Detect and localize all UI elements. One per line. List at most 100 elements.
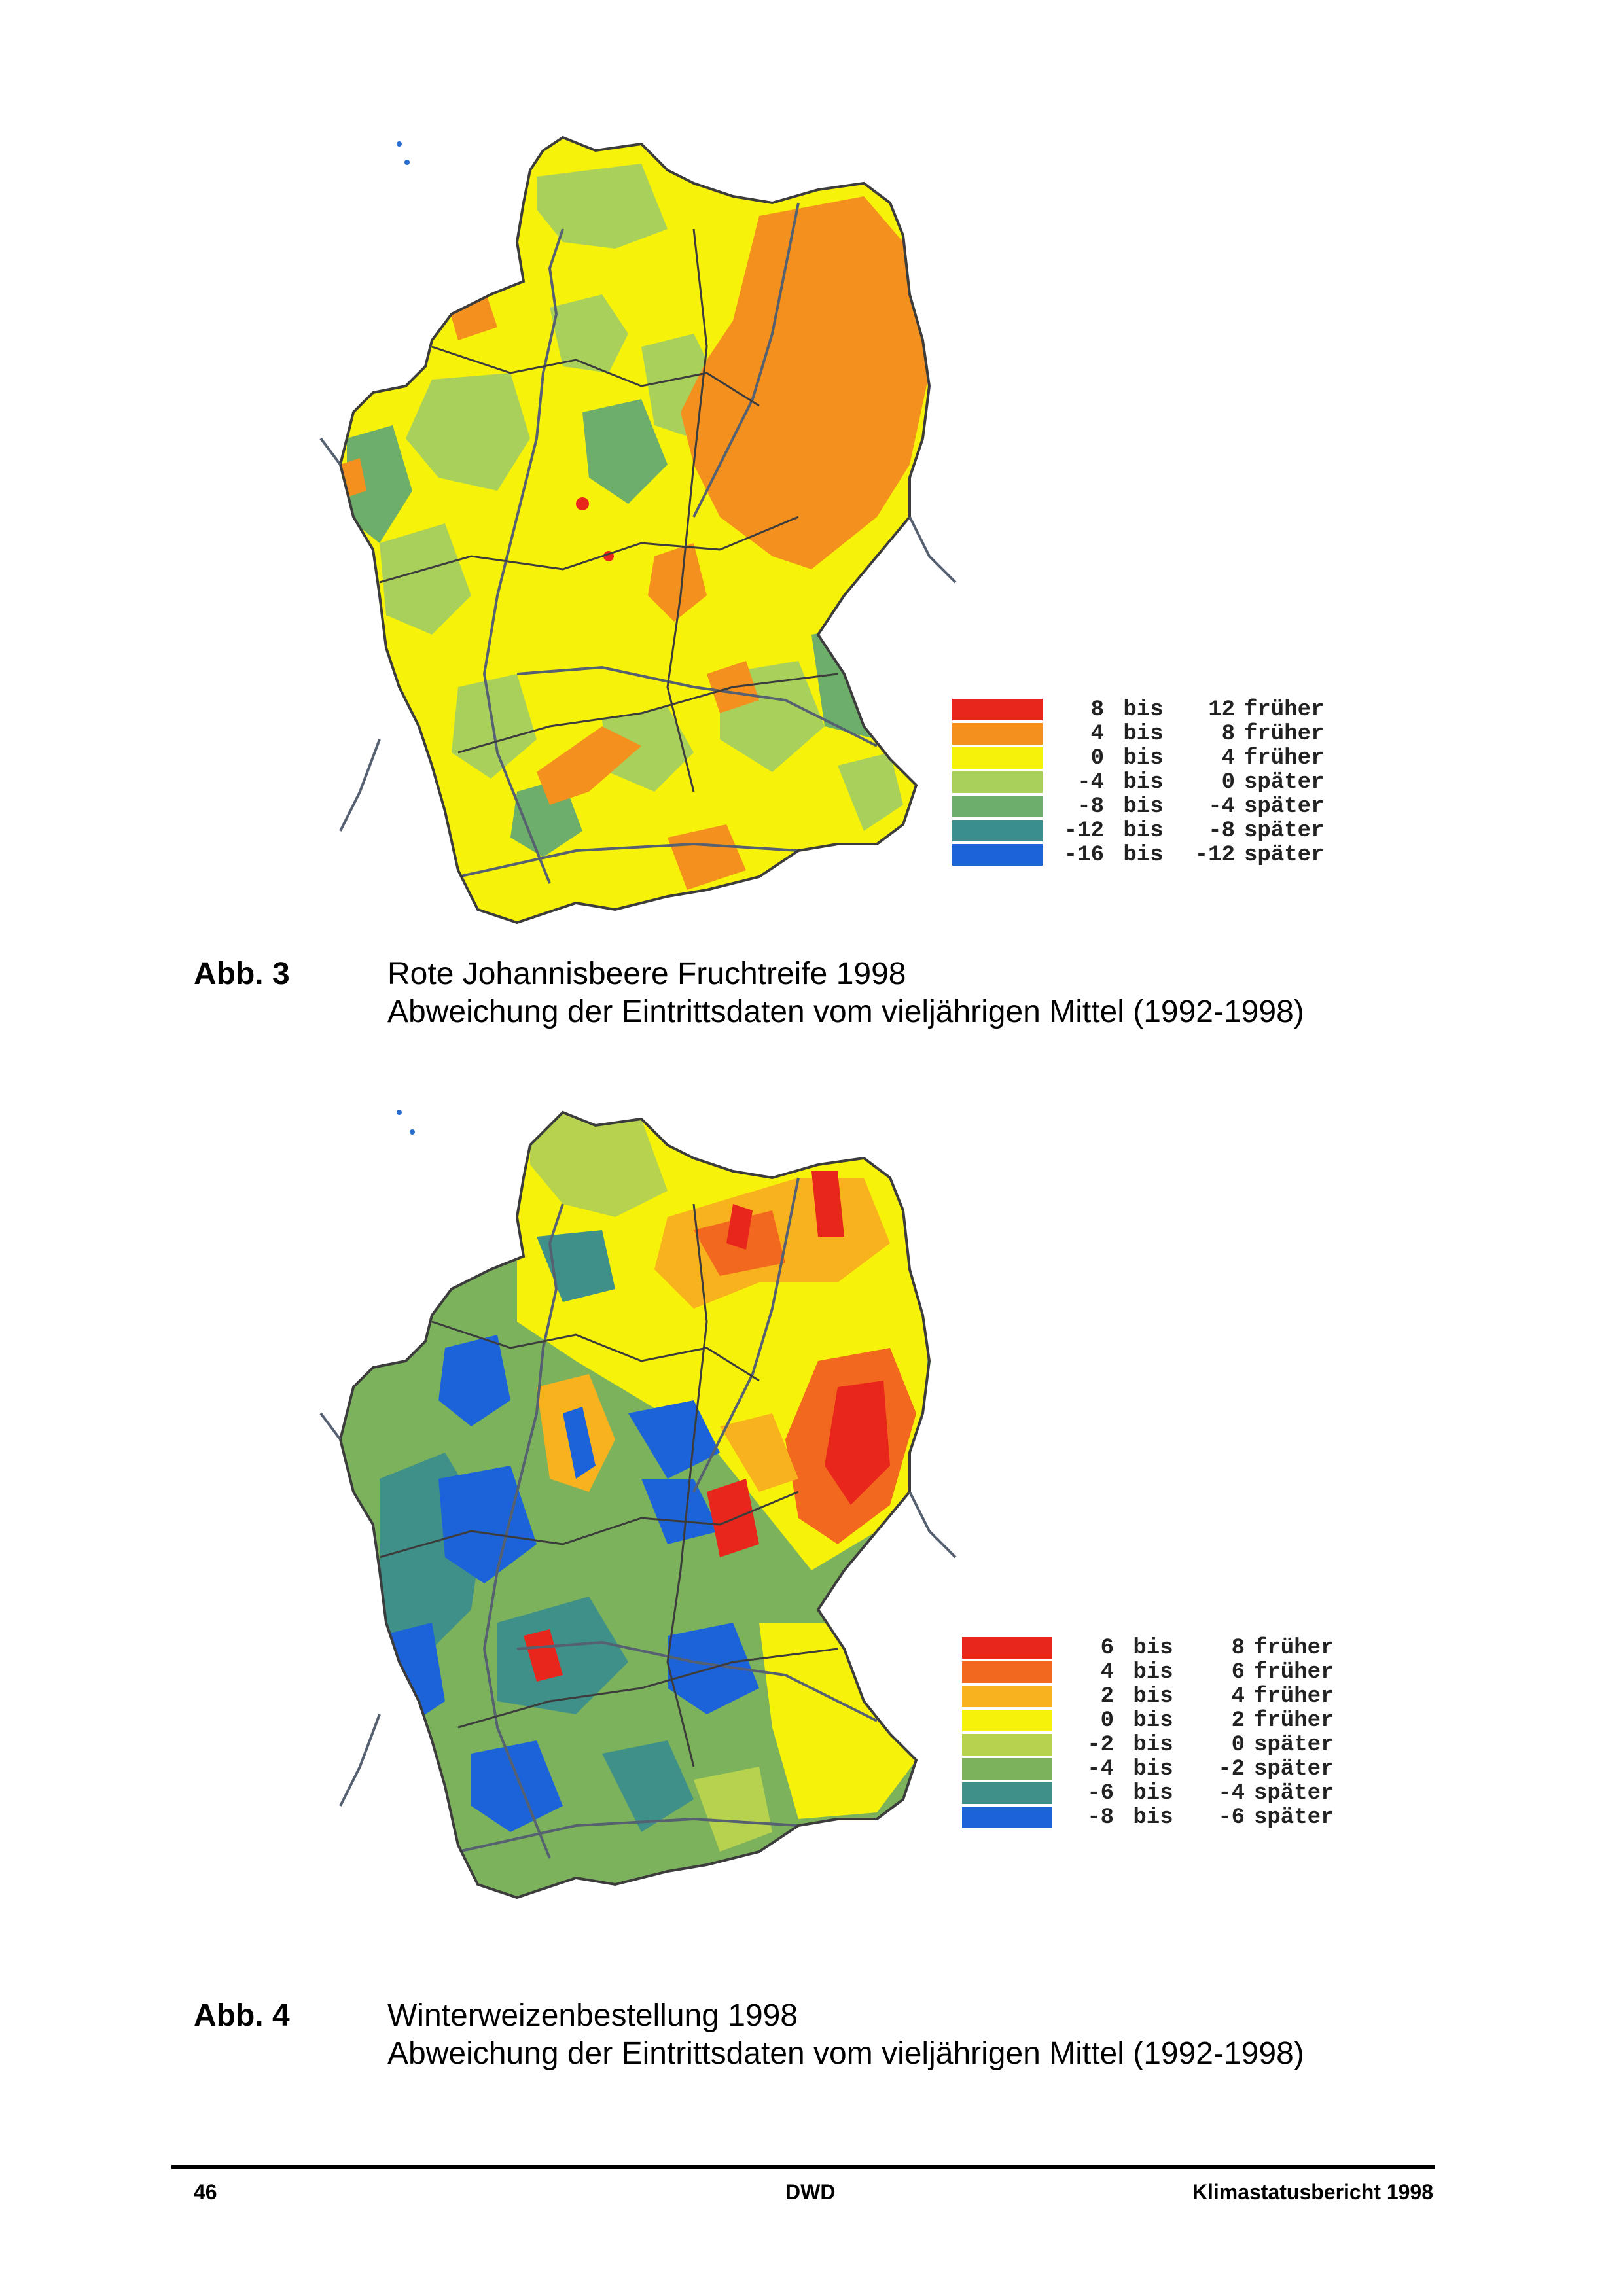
legend-from: -4 [1077, 769, 1104, 795]
zone-cool [602, 1740, 694, 1832]
zone-cooler [641, 1479, 720, 1544]
legend-bis: bis [1133, 1684, 1173, 1709]
legend-bis: bis [1133, 1805, 1173, 1830]
legend-to: 4 [1231, 1684, 1245, 1709]
zone-hot [524, 1629, 563, 1682]
legend-from: 0 [1100, 1708, 1114, 1733]
river-line [908, 516, 957, 584]
country-outline [338, 1110, 931, 1899]
legend-from: 4 [1100, 1659, 1114, 1685]
river-line [319, 1412, 342, 1441]
legend-label: später [1254, 1780, 1334, 1806]
legend-row: -4 bis -2 später [962, 1756, 1334, 1782]
legend-row: -16 bis -12 später [952, 842, 1325, 868]
state-border [431, 345, 760, 407]
legend-row: -12 bis -8 später [952, 819, 1324, 843]
river-line [482, 228, 564, 884]
legend-row: -4 bis 0 später [952, 769, 1324, 795]
legend-row: -2 bis 0 später [962, 1733, 1334, 1757]
legend-from: -8 [1077, 794, 1104, 819]
legend-bis: bis [1133, 1708, 1173, 1733]
island-mark [397, 1110, 402, 1115]
legend-row: 0 bis 2 früher [962, 1708, 1334, 1733]
legend-label: früher [1254, 1708, 1334, 1733]
legend-label: früher [1244, 697, 1325, 722]
zone-cool [550, 294, 628, 373]
zone-cool [406, 373, 530, 491]
legend-from: 0 [1090, 745, 1104, 771]
figure-caption-text: Rote Johannisbeere Fruchtreife 1998 Abwe… [387, 955, 1435, 1031]
legend-swatch [962, 1782, 1052, 1804]
zone-hot [726, 1204, 753, 1250]
island-mark [397, 141, 402, 147]
figure-label: Abb. 4 [194, 1998, 290, 2033]
legend-to: -6 [1218, 1805, 1245, 1830]
river-line [692, 1177, 800, 1492]
legend-to: -2 [1218, 1756, 1245, 1782]
legend-from: -2 [1087, 1732, 1114, 1757]
legend-row: -6 bis -4 später [962, 1780, 1334, 1806]
legend-to: 0 [1221, 769, 1235, 795]
legend-to: 4 [1221, 745, 1235, 771]
zone-cool [380, 523, 471, 635]
legend-swatch [952, 723, 1043, 745]
legend-bis: bis [1123, 745, 1164, 771]
legend-swatch [952, 820, 1043, 841]
legend-row: 6 bis 8 früher [962, 1635, 1334, 1661]
legend-swatch [962, 1686, 1052, 1707]
legend-row: 8 bis 12 früher [952, 698, 1324, 722]
legend-row: -8 bis -4 später [952, 794, 1324, 819]
legend-bis: bis [1123, 842, 1164, 868]
footer-publisher: DWD [785, 2180, 836, 2204]
zone-warm [720, 1413, 798, 1492]
legend-from: -4 [1087, 1756, 1114, 1782]
legend-label: später [1254, 1756, 1334, 1782]
zone-cooler [438, 1335, 510, 1426]
legend-label: früher [1254, 1684, 1334, 1709]
state-border [457, 1648, 838, 1729]
legend-abb4: 6 bis 8 früher 4 bis 6 früher 2 bis 4 früher 0 bis… [962, 1635, 1334, 1830]
legend-to: 8 [1231, 1635, 1245, 1661]
legend-row: -8 bis -6 später [962, 1805, 1334, 1830]
legend-to: 8 [1221, 721, 1235, 747]
legend-swatch [962, 1637, 1052, 1659]
legend-bis: bis [1133, 1732, 1173, 1757]
zone-warm [668, 824, 746, 890]
legend-to: 0 [1231, 1732, 1245, 1757]
legend-label: später [1244, 794, 1325, 819]
zone-light [694, 1767, 772, 1852]
legend-from: -16 [1063, 842, 1104, 868]
state-border [379, 1491, 799, 1559]
river-line [339, 739, 381, 832]
river-line [516, 665, 878, 747]
figure-caption-text: Winterweizenbestellung 1998 Abweichung d… [387, 1997, 1435, 2073]
footer-report-title: Klimastatusbericht 1998 [1192, 2180, 1433, 2204]
legend-from: -12 [1063, 818, 1104, 843]
zone-warm [537, 726, 641, 805]
legend-from: -6 [1087, 1780, 1114, 1806]
river-line [319, 437, 342, 466]
zone-cooler [563, 1407, 596, 1479]
legend-bis: bis [1123, 794, 1164, 819]
legend-label: später [1244, 842, 1325, 868]
island-mark [410, 1129, 415, 1135]
legend-bis: bis [1133, 1635, 1173, 1661]
legend-bis: bis [1133, 1756, 1173, 1782]
figure-subtitle: Abweichung der Eintrittsdaten vom vieljä… [387, 2036, 1304, 2071]
state-border [379, 516, 799, 584]
legend-swatch [952, 699, 1043, 720]
legend-swatch [952, 796, 1043, 817]
legend-from: 2 [1100, 1684, 1114, 1709]
state-border [666, 228, 708, 792]
legend-swatch [962, 1661, 1052, 1683]
map-figure-abb3: 8 bis 12 früher 4 bis 8 früher 0 bis 4 früher -4 b… [301, 98, 1453, 955]
legend-bis: bis [1123, 721, 1164, 747]
zone-light [530, 1112, 668, 1217]
state-border [666, 1203, 708, 1767]
legend-label: früher [1254, 1659, 1334, 1685]
zone-hot [812, 1171, 844, 1237]
legend-to: -4 [1218, 1780, 1245, 1806]
zone-hot [825, 1381, 890, 1505]
zone-hot [576, 497, 589, 510]
zone-warm [681, 196, 929, 569]
